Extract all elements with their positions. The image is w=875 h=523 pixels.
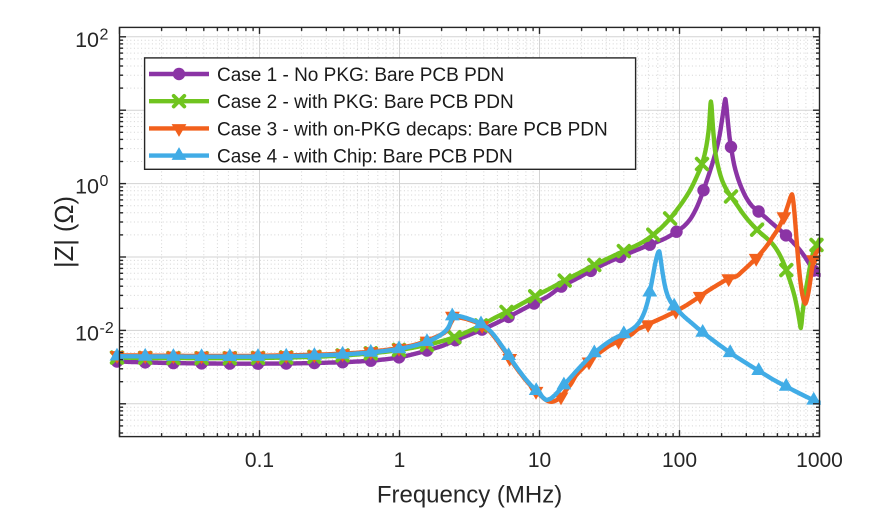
svg-text:2: 2	[100, 26, 109, 43]
svg-text:Case 3 - with on-PKG decaps: B: Case 3 - with on-PKG decaps: Bare PCB PD…	[217, 119, 608, 140]
svg-text:|Z| (Ω): |Z| (Ω)	[51, 196, 79, 268]
svg-text:0.1: 0.1	[245, 449, 274, 472]
svg-text:1000: 1000	[796, 449, 843, 472]
svg-text:Case 2 - with PKG: Bare PCB PD: Case 2 - with PKG: Bare PCB PDN	[217, 92, 514, 113]
svg-text:10: 10	[528, 449, 551, 472]
svg-text:10: 10	[75, 321, 99, 345]
svg-text:10: 10	[75, 28, 99, 52]
svg-text:0: 0	[100, 173, 109, 190]
svg-text:Case 1 - No PKG: Bare PCB PDN: Case 1 - No PKG: Bare PCB PDN	[217, 65, 504, 86]
svg-text:1: 1	[394, 449, 406, 472]
svg-text:10: 10	[75, 175, 99, 199]
svg-text:-2: -2	[100, 320, 114, 337]
svg-text:Case 4 - with Chip: Bare PCB P: Case 4 - with Chip: Bare PCB PDN	[217, 147, 513, 168]
svg-text:100: 100	[662, 449, 697, 472]
svg-text:Frequency (MHz): Frequency (MHz)	[377, 482, 562, 509]
